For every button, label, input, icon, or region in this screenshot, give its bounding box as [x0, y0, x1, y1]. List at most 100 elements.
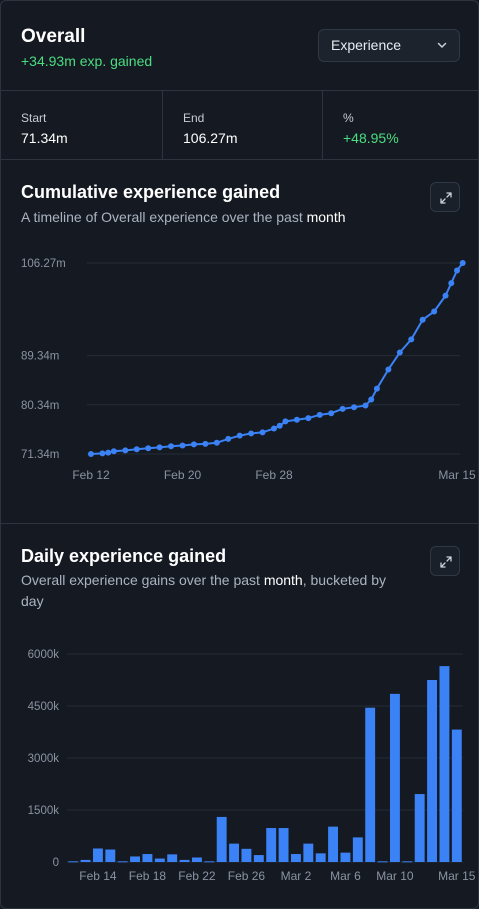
data-point [133, 446, 140, 453]
data-point [276, 422, 283, 429]
data-point [293, 416, 300, 423]
daily-subtitle-period: month [263, 572, 303, 588]
daily-bar [130, 856, 141, 862]
daily-bar [278, 828, 289, 862]
data-point [88, 451, 94, 457]
data-point [408, 336, 415, 343]
daily-bar [92, 848, 103, 862]
data-point [431, 308, 438, 315]
y-tick-label: 71.34m [21, 449, 59, 461]
skill-title: Overall [21, 26, 86, 47]
daily-bar [229, 843, 240, 862]
cumulative-title: Cumulative experience gained [21, 182, 281, 202]
x-tick-label: Feb 12 [72, 468, 110, 482]
metric-select-value: Experience [331, 37, 402, 53]
expand-icon [440, 192, 452, 204]
stat-percent-value: +48.95% [343, 130, 399, 146]
daily-subtitle-suffix: , bucketed by day [21, 572, 387, 609]
stat-percent-label: % [343, 111, 354, 125]
daily-bar [315, 853, 326, 862]
data-point [122, 447, 129, 454]
daily-bar [352, 837, 363, 862]
daily-bar [154, 858, 165, 862]
daily-bar [328, 826, 339, 862]
daily-bar [167, 854, 178, 862]
daily-bar [402, 861, 413, 863]
data-point [351, 404, 358, 411]
x-tick-label: Mar 2 [281, 869, 312, 883]
daily-bar [303, 843, 314, 862]
daily-expand-button[interactable] [430, 546, 460, 576]
stat-end-value: 106.27m [183, 130, 238, 146]
chevron-down-icon [437, 30, 447, 74]
data-point [316, 411, 323, 418]
data-point [339, 405, 346, 412]
stat-start: Start 71.34m [1, 91, 162, 159]
daily-bar [266, 828, 277, 862]
daily-bar [105, 849, 116, 862]
x-tick-label: Mar 15 [438, 468, 476, 482]
x-tick-label: Mar 15 [438, 869, 476, 883]
daily-bar [290, 854, 301, 862]
gain-text: +34.93m exp. gained [21, 53, 153, 69]
daily-bar [365, 707, 376, 862]
data-point [110, 448, 117, 455]
daily-subtitle-prefix: Overall experience gains over the past [21, 572, 264, 588]
data-point [248, 430, 255, 437]
daily-bar [142, 854, 153, 862]
stats-row: Start 71.34m End 106.27m % +48.95% [1, 91, 478, 160]
y-tick-label: 1500k [28, 805, 60, 817]
cumulative-subtitle: A timeline of Overall experience over th… [21, 207, 401, 228]
data-point [396, 349, 403, 356]
daily-title: Daily experience gained [21, 546, 227, 566]
data-point [168, 443, 175, 450]
daily-bar [68, 861, 79, 863]
data-point [145, 445, 152, 452]
daily-bar [191, 857, 202, 862]
data-point [459, 260, 466, 266]
daily-bar [80, 859, 91, 862]
stat-start-label: Start [21, 111, 47, 125]
metric-select[interactable]: Experience [318, 29, 460, 62]
stat-percent: % +48.95% [322, 91, 478, 159]
x-tick-label: Feb 26 [228, 869, 266, 883]
x-tick-label: Mar 6 [330, 869, 361, 883]
y-tick-label: 4500k [28, 701, 60, 713]
x-tick-label: Feb 18 [129, 869, 167, 883]
data-point [328, 410, 335, 417]
y-tick-label: 106.27m [21, 258, 66, 270]
daily-bar [427, 680, 438, 862]
stat-end: End 106.27m [162, 91, 322, 159]
data-point [362, 402, 369, 409]
expand-icon [440, 556, 452, 568]
daily-bar [241, 848, 252, 862]
daily-bar [179, 859, 190, 862]
data-point [373, 385, 380, 392]
y-tick-label: 6000k [28, 649, 60, 661]
data-point [190, 441, 197, 448]
y-tick-label: 89.34m [21, 351, 59, 363]
daily-bar [451, 729, 462, 862]
section-divider [1, 523, 478, 524]
data-point [236, 432, 243, 439]
stat-end-label: End [183, 111, 205, 125]
x-tick-label: Feb 14 [79, 869, 117, 883]
daily-bar [204, 861, 215, 863]
data-point [442, 292, 449, 299]
daily-bar [340, 852, 351, 862]
daily-bar [253, 855, 264, 862]
daily-bar [377, 861, 388, 863]
x-tick-label: Mar 10 [376, 869, 414, 883]
data-point [448, 280, 455, 287]
data-point [282, 418, 289, 425]
cumulative-expand-button[interactable] [430, 182, 460, 212]
daily-bar-chart: 0 1500k 3000k 4500k 6000k Feb 14 Feb 18 Feb 22 F… [28, 649, 476, 883]
data-point [385, 366, 392, 373]
daily-subtitle: Overall experience gains over the past m… [21, 570, 401, 612]
x-tick-label: Feb 28 [255, 468, 293, 482]
data-point [156, 444, 163, 451]
y-tick-label: 80.34m [21, 400, 59, 412]
y-tick-label: 3000k [28, 753, 60, 765]
data-point [454, 267, 460, 274]
